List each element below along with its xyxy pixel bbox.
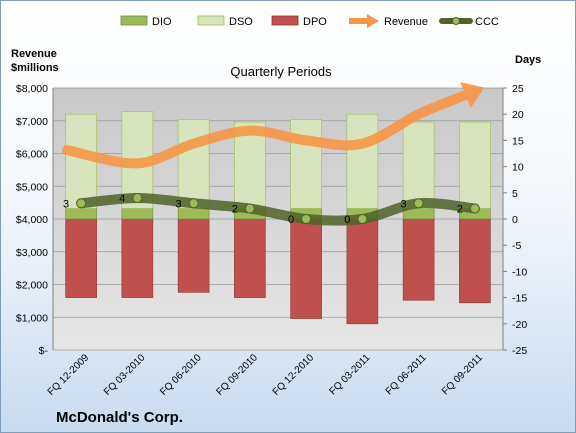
right-axis: -25 -20 -15 -10 -5 0 5 10 15 20 25: [502, 83, 527, 357]
bar-dso: [65, 113, 97, 209]
ccc-data-label: 4: [119, 193, 125, 205]
category-label: FQ 06-2011: [384, 352, 429, 397]
revenue-line: [62, 90, 469, 169]
right-axis-title: Days: [515, 54, 541, 66]
category-axis: FQ 12-2009 FQ 03-2010 FQ 06-2010 FQ 09-2010…: [46, 352, 486, 398]
legend-label: Revenue: [384, 16, 428, 28]
bar-dpo: [177, 218, 210, 293]
left-tick-label: $4,000: [16, 214, 48, 226]
ccc-point: [357, 214, 368, 224]
left-axis: $- $1,000 $2,000 $3,000 $4,000 $5,000 $6,000 $7…: [16, 83, 54, 357]
category-label: FQ 09-2011: [440, 352, 485, 397]
bars-layer: [65, 111, 491, 325]
legend-label: DPO: [303, 16, 327, 28]
left-tick-label: $2,000: [16, 280, 48, 292]
bar-dso: [177, 119, 210, 209]
right-tick-label: 10: [512, 162, 524, 174]
left-tick-label: $8,000: [16, 83, 48, 95]
category-label: FQ 06-2010: [158, 352, 204, 398]
legend-swatch: [271, 15, 299, 26]
ccc-point: [132, 193, 143, 204]
right-tick-label: 0: [512, 214, 518, 226]
category-label: FQ 12-2010: [271, 352, 317, 398]
category-label: FQ 03-2011: [328, 352, 373, 397]
revenue-arrowhead: [460, 82, 485, 109]
right-tick-label: 25: [512, 83, 524, 95]
right-tick-label: 15: [512, 135, 524, 147]
right-tick-label: -20: [512, 319, 527, 331]
legend-swatch: [197, 15, 225, 26]
bar-dio: [177, 208, 210, 220]
left-tick-label: $5,000: [16, 181, 48, 193]
legend: DIO DSO DPO Revenue CCC: [120, 14, 499, 28]
bar-dio: [121, 208, 154, 220]
ccc-data-label: 0: [344, 214, 350, 226]
bar-dso: [402, 121, 435, 209]
ccc-point: [469, 203, 480, 214]
bar-dpo: [290, 218, 322, 319]
bar-dpo: [65, 218, 97, 298]
left-tick-label: $1,000: [16, 312, 48, 324]
left-axis-title-line2: $millions: [11, 62, 59, 74]
legend-marker: [452, 17, 460, 25]
category-label: FQ 09-2010: [214, 352, 260, 398]
ccc-point: [301, 214, 312, 224]
ccc-data-label: 2: [457, 204, 463, 216]
right-tick-label: 20: [512, 109, 524, 121]
left-tick-label: $7,000: [16, 116, 48, 128]
bar-dpo: [234, 218, 266, 298]
ccc-point: [76, 198, 87, 209]
legend-label: DSO: [229, 16, 253, 28]
left-axis-title-line1: Revenue: [11, 48, 57, 60]
lines-layer: 3 4 3 2 0 0 3 2: [62, 82, 485, 226]
bar-dpo: [346, 218, 379, 325]
bar-dso: [459, 121, 491, 209]
ccc-data-label: 3: [176, 198, 182, 210]
right-tick-label: -25: [512, 345, 527, 357]
bar-dpo: [459, 218, 491, 304]
legend-arrowhead: [367, 14, 379, 28]
ccc-data-label: 2: [232, 204, 238, 216]
bar-dpo: [402, 218, 435, 301]
right-tick-label: -5: [512, 240, 521, 252]
ccc-point: [413, 198, 424, 209]
legend-label: CCC: [475, 16, 499, 28]
bar-dio: [65, 208, 97, 220]
company-name: McDonald's Corp.: [56, 409, 183, 426]
bar-dso: [290, 119, 322, 209]
bar-dpo: [121, 218, 154, 298]
chart-title: Quarterly Periods: [230, 64, 332, 79]
bar-dso: [346, 113, 379, 209]
ccc-data-label: 3: [401, 198, 407, 210]
category-label: FQ 03-2010: [102, 352, 148, 398]
category-label: FQ 12-2009: [46, 352, 92, 398]
ccc-point: [188, 198, 199, 209]
right-tick-label: -10: [512, 266, 527, 278]
ccc-data-label: 0: [288, 214, 294, 226]
right-tick-label: -15: [512, 293, 527, 305]
legend-label: DIO: [152, 16, 172, 28]
right-tick-label: 5: [512, 188, 518, 200]
legend-swatch: [120, 15, 148, 26]
left-tick-label: $-: [39, 345, 49, 357]
left-tick-label: $3,000: [16, 247, 48, 259]
ccc-point: [244, 203, 255, 214]
left-tick-label: $6,000: [16, 149, 48, 161]
ccc-data-label: 3: [63, 198, 69, 210]
